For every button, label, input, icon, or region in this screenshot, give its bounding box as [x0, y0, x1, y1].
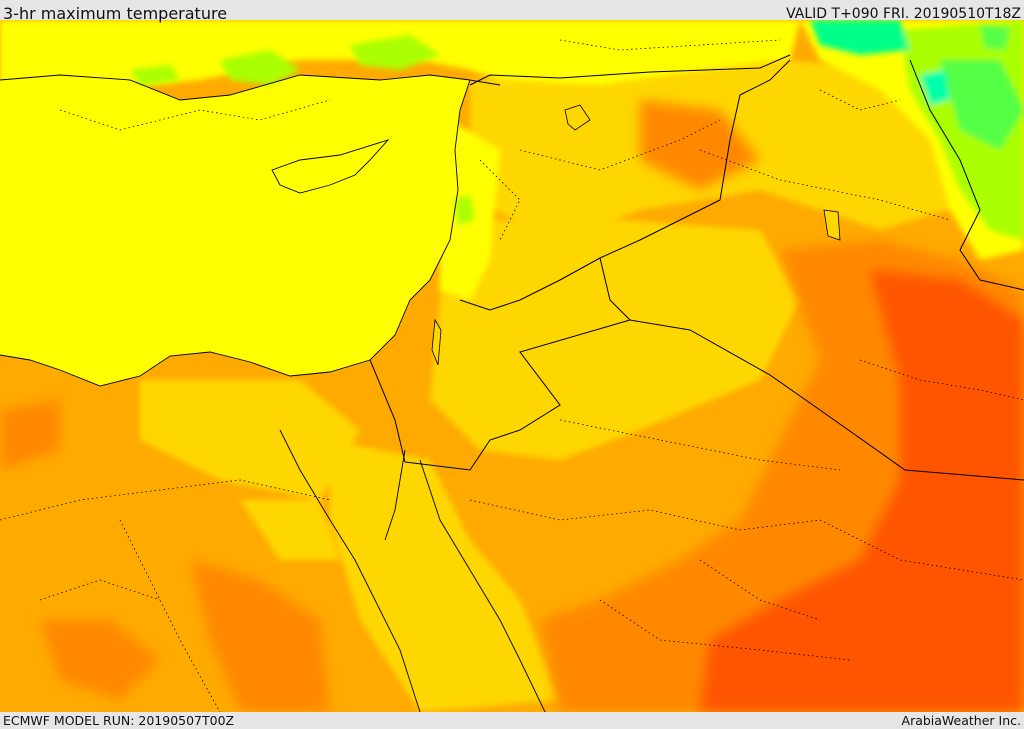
model-run-label: ECMWF MODEL RUN: 20190507T00Z: [3, 713, 235, 728]
national-borders: [369, 54, 1024, 481]
map-canvas: [0, 20, 1024, 712]
inland-water: [431, 104, 841, 366]
coastlines: [0, 74, 546, 712]
cyprus-island: [271, 139, 390, 194]
temperature-zone-red-orange: [700, 270, 1024, 712]
title-bar: 3-hr maximum temperature VALID T+090 FRI…: [0, 0, 1024, 23]
footer-bar: ECMWF MODEL RUN: 20190507T00Z ArabiaWeat…: [0, 712, 1024, 729]
province-boundaries: [0, 39, 1024, 712]
valid-time: VALID T+090 FRI. 20190510T18Z: [786, 6, 1021, 22]
temperature-map[interactable]: [0, 20, 1024, 712]
credit-label: ArabiaWeather Inc.: [901, 713, 1021, 728]
map-title: 3-hr maximum temperature: [3, 4, 228, 23]
temperature-zone-cool: [130, 20, 1024, 240]
